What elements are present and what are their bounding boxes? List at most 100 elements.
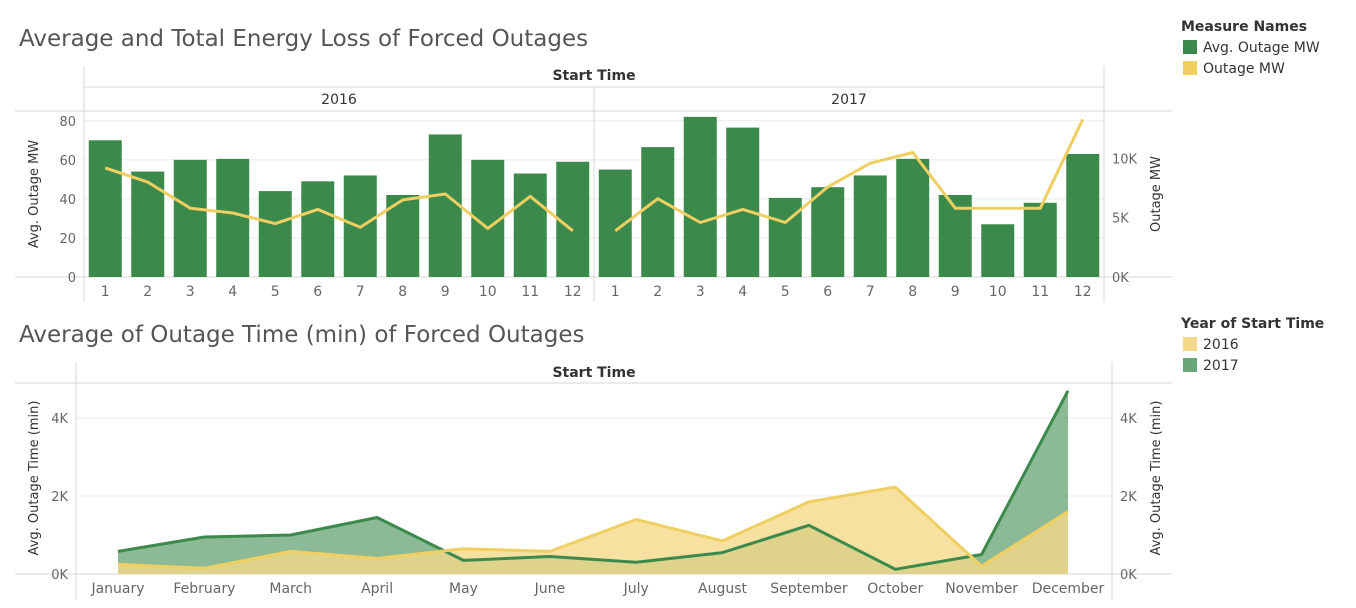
chart2-x-tick-september: September (770, 581, 848, 597)
chart1-lines (104, 118, 1085, 232)
legend-year-of-start-time[interactable]: Year of Start Time 2016 2017 (1180, 316, 1324, 374)
outage-mw-line-2016 (104, 166, 574, 232)
chart1-x-tick-2017-6: 6 (823, 284, 832, 300)
chart2-x-tick-june: June (534, 581, 566, 597)
chart1-y-right-tick: 10K (1112, 152, 1138, 167)
bar-2017-6 (811, 187, 845, 277)
chart1-x-tick-2016-11: 11 (521, 284, 539, 300)
chart1-panel-2016: 2016 (321, 92, 357, 108)
legend-label-outage-mw[interactable]: Outage MW (1203, 61, 1285, 77)
legend-label-2017[interactable]: 2017 (1203, 358, 1239, 374)
chart1-column-header: Start Time (552, 68, 635, 84)
chart1-y-left-tick: 60 (59, 154, 76, 169)
legend-label-avg-outage-mw[interactable]: Avg. Outage MW (1203, 40, 1320, 56)
bar-2017-10 (981, 224, 1015, 277)
outage-mw-line-2017 (614, 118, 1085, 232)
chart1-x-tick-2017-3: 3 (696, 284, 705, 300)
chart2-y-right-tick: 4K (1120, 412, 1137, 427)
chart1-x-tick-2016-8: 8 (398, 284, 407, 300)
bar-2016-3 (173, 159, 207, 277)
chart1-x-tick-2016-12: 12 (564, 284, 582, 300)
chart1-frame (15, 66, 1172, 302)
legend-measure-names-title: Measure Names (1181, 19, 1307, 35)
chart1-x-tick-2016-5: 5 (271, 284, 280, 300)
chart2-x-tick-december: December (1032, 581, 1105, 597)
chart2-y-left-tick: 2K (51, 490, 68, 505)
chart1-y-axis-left-label: Avg. Outage MW (27, 140, 42, 248)
bar-2016-2 (131, 171, 165, 277)
chart1-x-tick-2017-12: 12 (1074, 284, 1092, 300)
chart1-y-left-tick: 80 (59, 115, 76, 130)
chart1-x-tick-2017-7: 7 (866, 284, 875, 300)
bar-2017-8 (896, 158, 930, 277)
chart2-x-tick-january: January (90, 581, 144, 597)
chart1-x-tick-2016-10: 10 (479, 284, 497, 300)
chart2-x-tick-april: April (361, 581, 393, 597)
chart1-x-tick-2017-2: 2 (653, 284, 662, 300)
area-2016 (118, 487, 1068, 574)
chart2-y-right-tick: 0K (1120, 568, 1137, 583)
chart1-x-tick-2017-1: 1 (611, 284, 620, 300)
bar-2017-3 (683, 116, 717, 277)
legend-measure-names[interactable]: Measure Names Avg. Outage MW Outage MW (1181, 19, 1320, 77)
line-2016 (117, 485, 1069, 570)
bar-2016-9 (428, 134, 462, 277)
bar-2016-12 (556, 161, 590, 277)
chart2-x-tick-march: March (269, 581, 312, 597)
legend-swatch-2016 (1183, 337, 1197, 351)
chart2-y-left-tick: 4K (51, 412, 68, 427)
legend-label-2016[interactable]: 2016 (1203, 337, 1239, 353)
bar-2016-11 (513, 173, 547, 277)
bar-2017-11 (1023, 202, 1057, 277)
bar-2016-1 (88, 140, 122, 277)
chart2-y-ticks: 0K 0K 2K 2K 4K 4K (51, 412, 1137, 583)
bar-2016-4 (216, 158, 250, 277)
chart2-x-tick-may: May (449, 581, 478, 597)
chart2-y-right-tick: 2K (1120, 490, 1137, 505)
bar-2017-7 (853, 175, 887, 277)
bar-2017-2 (641, 147, 675, 277)
chart1-x-ticks: 1 2 3 4 5 6 7 8 9 10 11 12 1 2 3 4 5 6 7 8 9 10 11 12 (101, 284, 1092, 300)
area-2017 (118, 390, 1068, 574)
chart2-column-header: Start Time (552, 365, 635, 381)
chart1-x-tick-2016-3: 3 (186, 284, 195, 300)
chart2-x-tick-february: February (173, 581, 235, 597)
chart1-x-tick-2017-10: 10 (989, 284, 1007, 300)
chart1-y-right-tick: 5K (1112, 212, 1129, 227)
chart1-x-tick-2016-2: 2 (143, 284, 152, 300)
legend-swatch-outage-mw (1183, 61, 1197, 75)
chart1-y-left-tick: 0 (68, 271, 76, 286)
legend-year-title: Year of Start Time (1180, 316, 1324, 332)
chart1-x-tick-2017-11: 11 (1031, 284, 1049, 300)
chart1-x-tick-2017-8: 8 (908, 284, 917, 300)
chart1-y-axis-right-label: Outage MW (1149, 156, 1164, 232)
chart1-x-tick-2016-6: 6 (313, 284, 322, 300)
chart1-panel-2017: 2017 (831, 92, 867, 108)
chart2-x-tick-october: October (867, 581, 923, 597)
chart1-y-ticks: 0 20 40 60 80 0K 5K 10K (59, 115, 1137, 286)
chart2-areas (117, 390, 1070, 574)
chart1-y-left-tick: 20 (59, 232, 76, 247)
bar-2017-4 (726, 127, 760, 277)
chart2-y-axis-right-label: Avg. Outage Time (min) (1149, 401, 1164, 556)
chart1-x-tick-2016-1: 1 (101, 284, 110, 300)
chart1-x-tick-2017-5: 5 (781, 284, 790, 300)
chart1-y-left-tick: 40 (59, 193, 76, 208)
chart1-x-tick-2017-4: 4 (738, 284, 747, 300)
legend-swatch-2017 (1183, 358, 1197, 372)
chart2-y-axis-left-label: Avg. Outage Time (min) (27, 401, 42, 556)
chart1-x-tick-2016-4: 4 (228, 284, 237, 300)
bar-2017-12 (1066, 153, 1100, 277)
chart2-x-tick-august: August (698, 581, 748, 597)
bar-2017-5 (768, 197, 802, 277)
chart1-y-right-tick: 0K (1112, 271, 1129, 286)
chart1-title: Average and Total Energy Loss of Forced … (19, 26, 588, 52)
chart2-y-left-tick: 0K (51, 568, 68, 583)
legend-swatch-avg-outage-mw (1183, 40, 1197, 54)
bar-2016-6 (301, 181, 335, 277)
bar-2016-5 (258, 191, 292, 277)
chart1-x-tick-2016-9: 9 (441, 284, 450, 300)
chart2-x-tick-november: November (945, 581, 1018, 597)
chart2-title: Average of Outage Time (min) of Forced O… (19, 322, 584, 348)
